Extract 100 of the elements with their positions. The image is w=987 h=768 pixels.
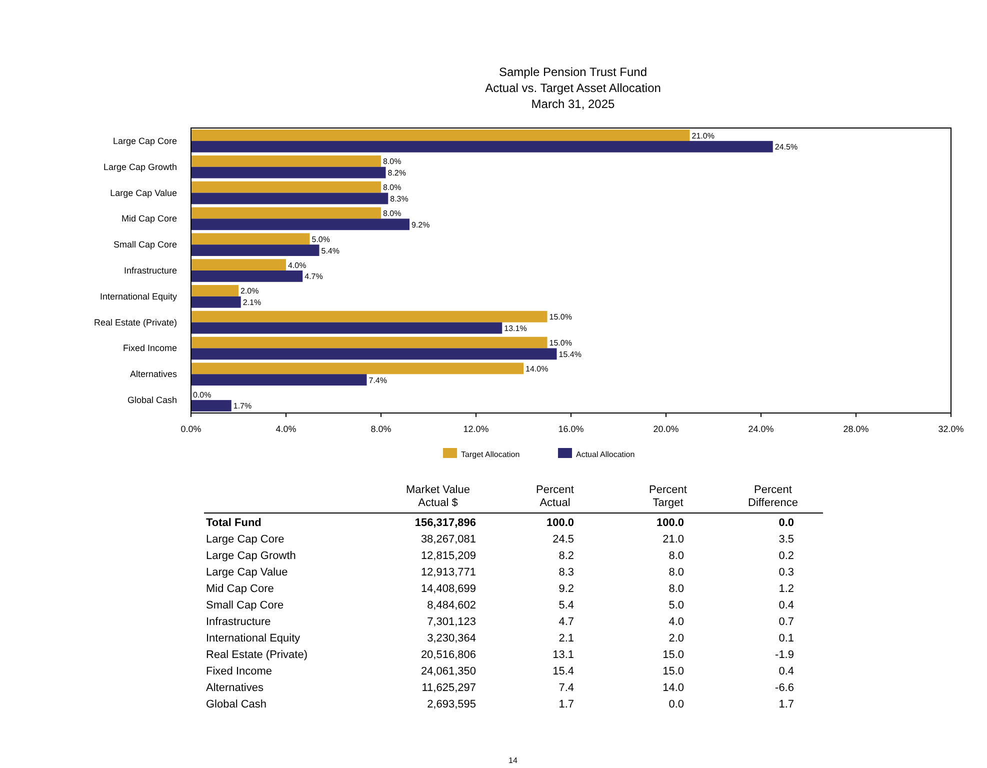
data-label: 8.3% (390, 194, 408, 204)
text: 5.0 (668, 600, 684, 612)
text: Total Fund (206, 517, 262, 529)
text: Large Cap Growth (206, 550, 296, 562)
text: 2.0 (668, 632, 684, 644)
x-tick-label: 4.0% (276, 424, 296, 434)
data-label: 2.1% (242, 298, 262, 308)
text: 0.0 (668, 698, 684, 710)
bar (191, 218, 410, 230)
x-tick-label: 16.0% (558, 424, 584, 434)
text: International Equity (206, 632, 301, 644)
text: -1.9 (775, 649, 794, 661)
text: 5.4 (558, 600, 574, 612)
bar (191, 244, 320, 256)
text: 14.0 (662, 682, 684, 694)
text: 4.0 (668, 616, 684, 628)
text: Fixed Income (206, 666, 272, 678)
text: 12,815,209 (420, 550, 476, 562)
legend-label: Target Allocation (461, 450, 520, 459)
text: 1.7 (778, 698, 794, 710)
text: 8.2 (558, 550, 574, 562)
text: 24,061,350 (420, 666, 476, 678)
text: Large Cap Core (206, 534, 284, 546)
bar (191, 362, 524, 374)
y-tick-label: Fixed Income (122, 343, 177, 354)
bar (191, 348, 557, 360)
text: 12,913,771 (420, 566, 476, 578)
bar (191, 207, 381, 219)
chart-title: Sample Pension Trust Fund Actual vs. Target Asset Allocation (485, 65, 661, 95)
text: Global Cash (206, 698, 267, 710)
bar (191, 192, 388, 204)
bar (191, 166, 386, 178)
text: Real Estate (Private) (206, 649, 308, 661)
text: Small Cap Core (206, 600, 284, 612)
text: 0.4 (778, 666, 794, 678)
data-label: 13.1% (504, 324, 527, 334)
data-label: 15.4% (558, 350, 582, 359)
data-label: 8.0% (383, 157, 402, 166)
text: Percent Difference (748, 484, 798, 509)
data-label: 8.0% (383, 183, 402, 192)
text: 3.5 (778, 534, 794, 546)
data-label: 2.0% (240, 286, 259, 296)
text: 4.7 (558, 616, 574, 628)
y-tick-label: Large Cap Value (110, 188, 177, 198)
text: 11,625,297 (422, 682, 476, 694)
data-label: 9.2% (412, 220, 430, 230)
bar (191, 310, 548, 322)
bar (191, 336, 548, 348)
bar (191, 270, 303, 282)
text: 100.0 (546, 517, 574, 529)
y-tick-label: Small Cap Core (113, 240, 177, 250)
text: 0.2 (778, 550, 794, 562)
bar (191, 130, 690, 141)
data-label: 14.0% (526, 364, 548, 374)
data-label: 24.5% (774, 142, 798, 152)
data-label: 7.4% (368, 376, 387, 385)
text: Alternatives (206, 682, 264, 694)
text: -6.6 (775, 682, 794, 694)
text: 15.0 (662, 649, 684, 661)
text: 7,301,123 (427, 616, 476, 628)
text: Mid Cap Core (206, 583, 274, 595)
text: Percent Actual (536, 484, 574, 509)
text: 0.0 (778, 517, 794, 529)
legend-label: Actual Allocation (576, 450, 635, 459)
x-tick-label: 24.0% (748, 424, 774, 434)
y-tick-label: International Equity (100, 291, 178, 302)
y-tick-label: Alternatives (130, 369, 178, 380)
text: 0.1 (778, 632, 794, 644)
bar (191, 322, 502, 334)
data-label: 4.0% (288, 260, 306, 270)
data-label: 4.7% (304, 272, 323, 282)
text: 20,516,806 (420, 649, 476, 661)
x-tick-label: 20.0% (653, 424, 679, 434)
text: 8.0 (668, 583, 684, 595)
bar (191, 155, 381, 167)
x-tick-label: 0.0% (180, 424, 202, 434)
text: 14 (508, 756, 518, 765)
text: 15.4 (552, 666, 574, 678)
data-label: 8.0% (383, 208, 402, 218)
bar (191, 296, 241, 308)
bar (191, 400, 232, 412)
data-label: 1.7% (233, 402, 252, 411)
text: 0.4 (778, 600, 794, 612)
text: 0.3 (778, 566, 794, 578)
text: Infrastructure (206, 616, 271, 628)
text: 14,408,699 (420, 583, 476, 595)
text: 8.0 (668, 566, 684, 578)
text: 13.1 (552, 649, 574, 661)
x-tick-label: 8.0% (370, 424, 392, 434)
y-tick-label: Large Cap Growth (103, 162, 177, 172)
text: 24.5 (552, 534, 574, 546)
bar (191, 285, 238, 296)
text: 1.7 (558, 698, 574, 710)
bar (191, 140, 773, 152)
text: 8.0 (668, 550, 684, 562)
bar (191, 181, 381, 193)
text: 1.2 (778, 583, 794, 595)
y-tick-label: Large Cap Core (112, 136, 177, 146)
x-tick-label: 12.0% (463, 424, 489, 434)
data-label: 15.0% (549, 338, 572, 348)
